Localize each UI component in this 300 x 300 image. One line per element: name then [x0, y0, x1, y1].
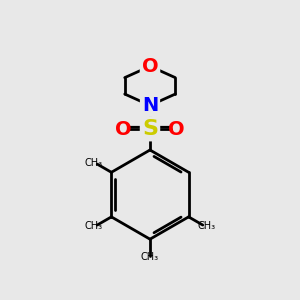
Text: N: N — [142, 96, 158, 115]
Text: O: O — [142, 57, 158, 76]
Text: CH₃: CH₃ — [84, 221, 102, 231]
Text: CH₃: CH₃ — [141, 252, 159, 262]
Text: O: O — [168, 120, 185, 139]
Text: CH₃: CH₃ — [198, 221, 216, 231]
Text: CH₃: CH₃ — [84, 158, 102, 168]
Text: N: N — [142, 96, 158, 115]
Text: O: O — [115, 120, 132, 139]
Text: S: S — [142, 119, 158, 139]
